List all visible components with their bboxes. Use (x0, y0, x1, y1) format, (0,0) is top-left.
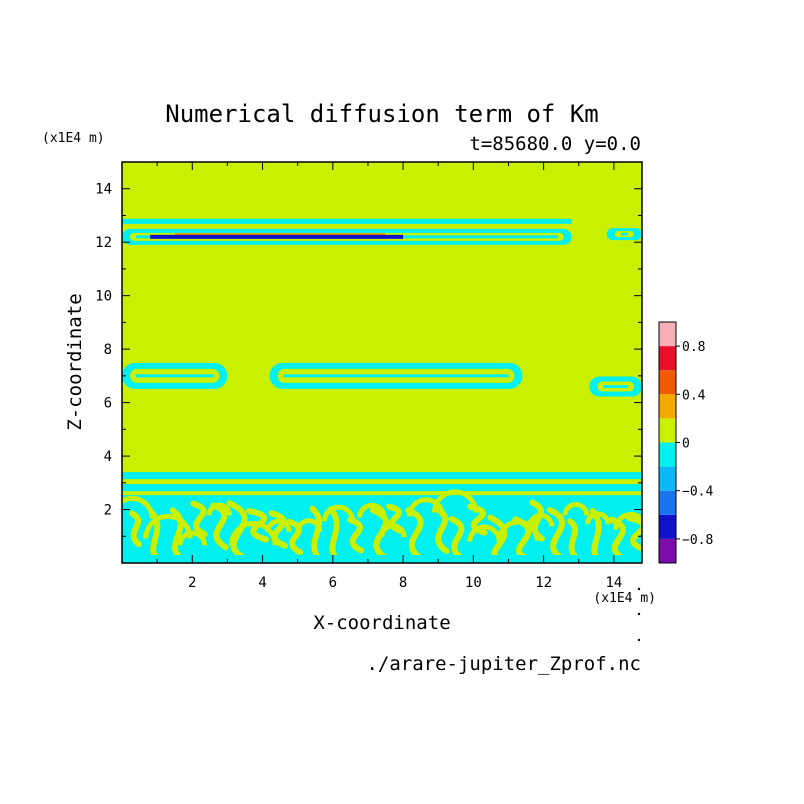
upper-band (122, 218, 572, 245)
chart-title: Numerical diffusion term of Km (165, 100, 598, 128)
mid-center-cell (269, 362, 523, 389)
y-tick-label: 4 (104, 449, 112, 465)
mid-right-cell (589, 376, 642, 397)
plot-frame (121, 161, 643, 564)
colorbar-tick-label: 0 (682, 437, 690, 452)
colorbar-segment (659, 538, 676, 563)
y-axis-label: Z-coordinate (64, 293, 86, 430)
colorbar-tick-label: −0.8 (682, 533, 713, 548)
y-axis-ticks: 2 4 6 8 10 12 14 (95, 182, 642, 537)
y-tick-label: 14 (95, 182, 112, 198)
y-tick-label: 12 (95, 235, 112, 251)
y-unit-label: (x1E4 m) (42, 131, 105, 146)
colorbar-segment (659, 442, 676, 467)
upper-band-core (150, 234, 404, 239)
annotation-dots (637, 587, 641, 642)
colorbar-segment (659, 466, 676, 491)
chart-subtitle: t=85680.0 y=0.0 (469, 133, 641, 155)
x-unit-label: (x1E4 m) (593, 591, 656, 606)
x-tick-label: 6 (329, 575, 337, 591)
colorbar-segment (659, 418, 676, 443)
x-tick-label: 4 (258, 575, 266, 591)
x-tick-label: 8 (399, 575, 407, 591)
colorbar-tick-label: 0.4 (682, 388, 706, 403)
colorbar-tick-label: 0.8 (682, 340, 705, 355)
y-tick-label: 6 (104, 396, 112, 412)
lower-layer (122, 472, 642, 563)
colorbar-segment (659, 394, 676, 419)
x-axis-ticks: 2 4 6 8 10 12 14 (156, 162, 622, 591)
y-tick-label: 10 (95, 289, 112, 305)
y-tick-label: 8 (104, 342, 112, 358)
colorbar: −0.8 −0.4 0 0.4 0.8 (658, 321, 713, 564)
colorbar-segment (659, 490, 676, 515)
y-tick-label: 2 (104, 503, 112, 519)
source-file-label: ./arare-jupiter_Zprof.nc (366, 653, 641, 675)
colorbar-segment (659, 346, 676, 371)
x-tick-label: 2 (188, 575, 196, 591)
x-tick-label: 10 (465, 575, 482, 591)
x-tick-label: 14 (605, 575, 622, 591)
colorbar-segment (659, 370, 676, 395)
colorbar-tick-label: −0.4 (682, 485, 713, 500)
colorbar-segment (659, 322, 676, 347)
upper-right-blob (606, 228, 642, 241)
x-axis-label: X-coordinate (313, 612, 450, 634)
x-tick-label: 12 (535, 575, 552, 591)
plot-area: 2 4 6 8 10 12 14 2 4 6 8 10 12 14 (95, 161, 643, 591)
mid-left-cell (122, 362, 228, 389)
colorbar-segment (659, 514, 676, 539)
contour-fields (122, 218, 642, 563)
